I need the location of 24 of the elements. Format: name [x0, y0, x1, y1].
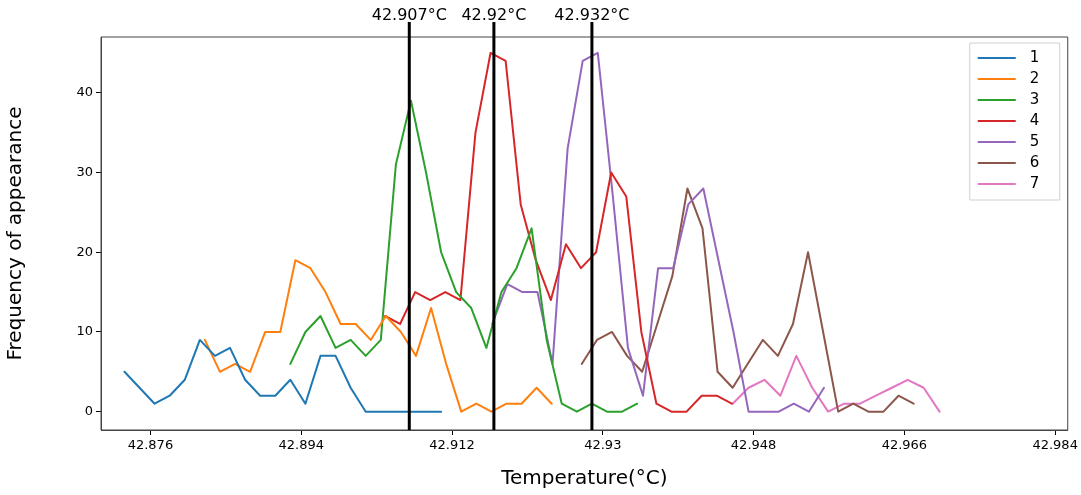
- x-tick-label: 42.984: [1032, 437, 1078, 453]
- x-tick-label: 42.93: [584, 437, 622, 453]
- legend-label: 1: [1029, 47, 1040, 66]
- y-tick-label: 40: [76, 84, 93, 100]
- y-tick-label: 0: [84, 403, 93, 419]
- y-axis-title: Frequency of appearance: [2, 106, 27, 361]
- x-tick-label: 42.876: [127, 437, 174, 453]
- legend-label: 2: [1029, 68, 1040, 87]
- legend-label: 4: [1029, 110, 1040, 129]
- legend-label: 6: [1029, 152, 1040, 171]
- ref-line-label: 42.932°C: [554, 5, 630, 24]
- x-tick-label: 42.966: [881, 437, 928, 453]
- legend-label: 7: [1029, 173, 1040, 192]
- x-tick-label: 42.894: [278, 437, 324, 453]
- legend-label: 3: [1029, 89, 1040, 108]
- legend-label: 5: [1029, 131, 1040, 150]
- ref-line-label: 42.907°C: [371, 5, 447, 24]
- ref-line-label: 42.92°C: [461, 5, 527, 24]
- x-axis-title: Temperature(°C): [500, 465, 668, 490]
- y-tick-label: 30: [76, 163, 93, 179]
- y-tick-label: 20: [76, 243, 93, 259]
- x-tick-label: 42.912: [429, 437, 475, 453]
- y-tick-label: 10: [76, 323, 93, 339]
- x-tick-label: 42.948: [730, 437, 777, 453]
